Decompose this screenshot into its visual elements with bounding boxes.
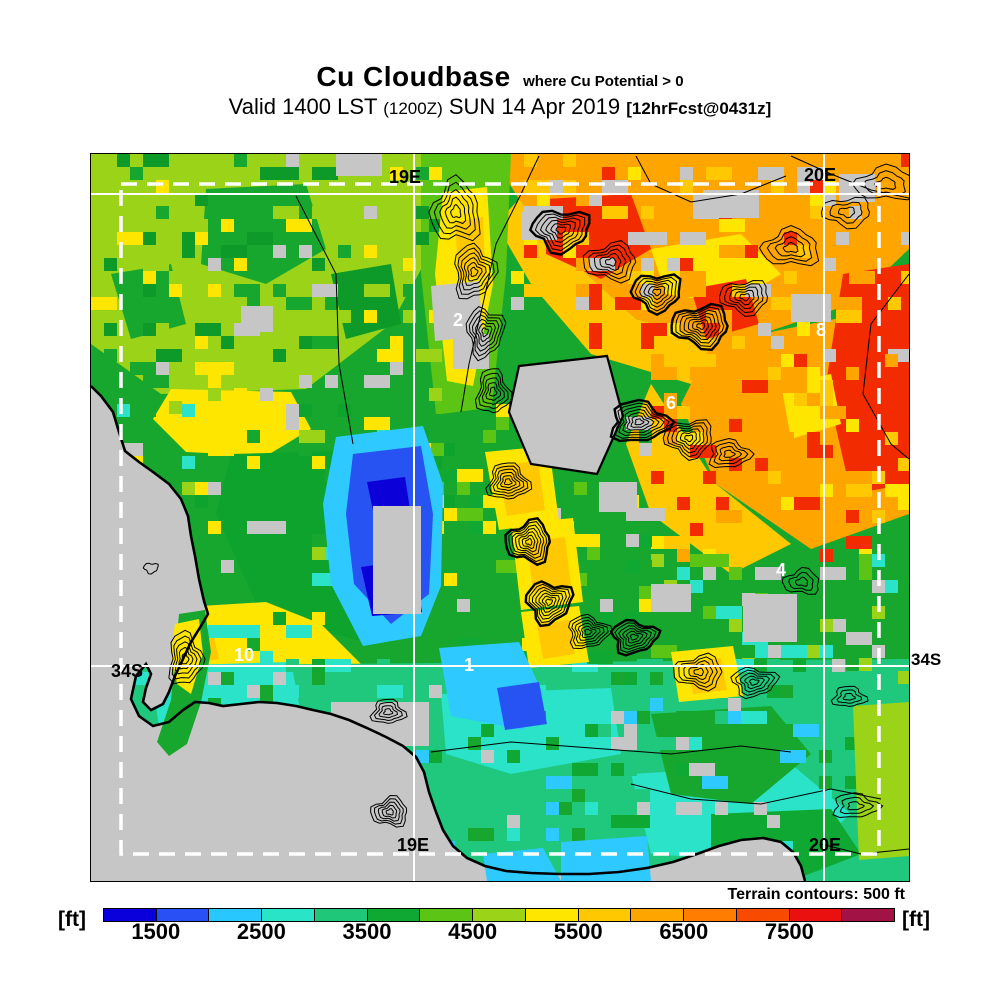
forecast-map: 19E 20E 34S 19E 20E 2 6 8 4 10 1	[90, 153, 910, 882]
colorbar-segment	[155, 909, 209, 921]
cloudbase-map-canvas: 19E 20E 34S 19E 20E 2 6 8 4 10 1	[91, 154, 909, 881]
svg-text:20E: 20E	[809, 835, 841, 855]
colorbar-tick-label: 6500	[659, 919, 709, 944]
svg-text:1: 1	[464, 655, 474, 675]
colorbar-segment	[208, 909, 262, 921]
svg-text:34S: 34S	[111, 661, 143, 681]
page-title: Cu Cloudbase	[316, 61, 511, 92]
colorbar-segment	[577, 909, 631, 921]
valid-time: Valid 1400 LST	[228, 93, 378, 119]
colorbar-tick-label: 3500	[342, 919, 392, 944]
title-line: Cu Cloudbase where Cu Potential > 0	[0, 61, 1000, 93]
colorbar-segment	[788, 909, 842, 921]
svg-text:6: 6	[666, 393, 676, 413]
svg-text:4: 4	[776, 560, 786, 580]
colorbar-segment	[104, 909, 156, 921]
colorbar-tick-label: 4500	[448, 919, 498, 944]
colorbar-tick-label: 7500	[764, 919, 814, 944]
colorbar-segment	[419, 909, 473, 921]
valid-line: Valid 1400 LST (1200Z) SUN 14 Apr 2019 […	[0, 93, 1000, 119]
colorbar-segment	[472, 909, 525, 921]
colorbar	[103, 908, 895, 922]
colorbar-tick-label: 5500	[553, 919, 603, 944]
title-qualifier: where Cu Potential > 0	[523, 73, 684, 90]
svg-text:19E: 19E	[389, 167, 421, 187]
colorbar-unit-right: [ft]	[902, 908, 930, 931]
svg-text:2: 2	[453, 310, 463, 330]
valid-date: SUN 14 Apr 2019	[448, 93, 621, 119]
colorbar-tick-label: 1500	[131, 919, 181, 944]
colorbar-unit-left: [ft]	[58, 908, 86, 931]
colorbar-segment	[524, 909, 578, 921]
colorbar-segment	[630, 909, 684, 921]
colorbar-segment	[841, 909, 895, 921]
colorbar-segment	[366, 909, 420, 921]
colorbar-segment	[261, 909, 314, 921]
valid-zulu: (1200Z)	[383, 98, 443, 118]
latitude-label-right: 34S	[911, 650, 942, 669]
terrain-contours-note: Terrain contours: 500 ft	[727, 886, 905, 903]
svg-text:19E: 19E	[397, 835, 429, 855]
colorbar-segment	[735, 909, 789, 921]
forecast-run: [12hrFcst@0431z]	[626, 98, 772, 118]
svg-text:8: 8	[816, 320, 826, 340]
colorbar-segment	[683, 909, 736, 921]
svg-text:20E: 20E	[804, 165, 836, 185]
colorbar-tick-label: 2500	[236, 919, 286, 944]
colorbar-segment	[313, 909, 367, 921]
svg-text:10: 10	[234, 645, 254, 665]
header: Cu Cloudbase where Cu Potential > 0 Vali…	[0, 61, 1000, 119]
